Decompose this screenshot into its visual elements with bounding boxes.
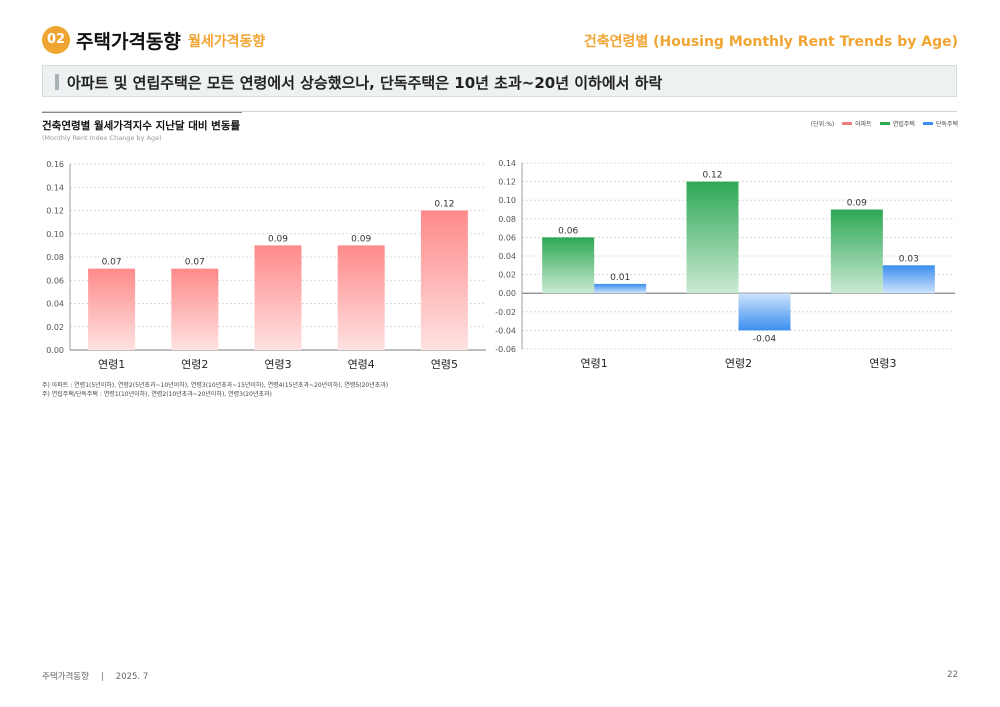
legend-swatch <box>922 122 933 125</box>
x-category-label: 연령3 <box>869 357 896 370</box>
legend-label: 연립주택 <box>892 121 915 128</box>
apartment-bar-chart: 0.00 0.02 0.04 0.06 0.08 0.10 0.12 0.14 0.16 0.07… <box>46 160 486 371</box>
y-tick-label: 0.02 <box>46 323 64 332</box>
page-number: 22 <box>947 670 958 680</box>
y-tick-label: 0.10 <box>498 196 516 205</box>
x-category-label: 연령4 <box>348 358 375 371</box>
row-detached-bar-chart: -0.06 -0.04 -0.02 0.00 0.02 0.04 0.06 0.08 0.10 0… <box>495 159 955 370</box>
chart-legend: (단위:%) 아파트 연립주택 단독주택 <box>811 119 958 128</box>
legend-swatch <box>842 122 853 125</box>
y-tick-label: 0.04 <box>498 252 516 261</box>
x-category-label: 연령2 <box>725 357 752 370</box>
bar <box>830 209 883 294</box>
page-subtitle: 월세가격동향 <box>188 34 266 50</box>
y-tick-label: 0.16 <box>46 160 64 169</box>
y-tick-label: 0.04 <box>46 300 64 309</box>
y-tick-label: 0.00 <box>46 346 64 355</box>
data-label: -0.04 <box>753 334 777 344</box>
y-tick-label: 0.12 <box>46 207 64 216</box>
footer-title: 주택가격동향 <box>42 672 89 682</box>
bar <box>171 268 219 350</box>
note-line: 주) 아파트 : 연령1(5년이하), 연령2(5년초과~10년이하), 연령3… <box>42 382 389 389</box>
y-tick-label: 0.06 <box>498 233 516 242</box>
section-title: 건축연령별 (Housing Monthly Rent Trends by Ag… <box>583 34 958 50</box>
data-label: 0.01 <box>610 273 630 283</box>
bar <box>254 245 302 350</box>
chart-subtitle: (Monthly Rent Index Change by Age) <box>42 134 162 142</box>
banner-accent-bar <box>55 74 59 90</box>
y-tick-label: 0.10 <box>46 230 64 239</box>
bar <box>88 268 136 350</box>
legend-label: 단독주택 <box>935 121 958 128</box>
y-tick-label: 0.14 <box>498 159 516 168</box>
bar <box>686 181 739 294</box>
x-category-label: 연령1 <box>98 358 125 371</box>
y-tick-label: 0.14 <box>46 183 64 192</box>
data-label: 0.09 <box>847 199 867 209</box>
y-tick-label: -0.06 <box>495 345 516 354</box>
data-label: 0.09 <box>268 234 288 244</box>
y-tick-label: -0.02 <box>495 308 516 317</box>
legend-item-apartment: 아파트 <box>842 119 872 128</box>
headline-banner: 아파트 및 연립주택은 모든 연령에서 상승했으나, 단독주택은 10년 초과~… <box>42 65 957 97</box>
x-category-label: 연령2 <box>181 358 208 371</box>
data-label: 0.03 <box>899 254 919 264</box>
data-label: 0.12 <box>702 171 722 181</box>
data-label: 0.12 <box>434 200 454 210</box>
legend-swatch <box>879 122 890 125</box>
headline-text: 아파트 및 연립주택은 모든 연령에서 상승했으나, 단독주택은 10년 초과~… <box>67 74 663 92</box>
bar <box>882 265 935 294</box>
bar <box>594 283 647 294</box>
y-tick-label: 0.00 <box>498 289 516 298</box>
bar <box>420 210 468 350</box>
data-label: 0.07 <box>185 258 205 268</box>
footer-date: 2025. 7 <box>115 672 149 682</box>
chart-title: 건축연령별 월세가격지수 지난달 대비 변동률 <box>42 120 241 132</box>
y-tick-label: 0.12 <box>498 178 516 187</box>
divider <box>42 111 957 112</box>
legend-item-row-house: 연립주택 <box>879 119 915 128</box>
bar <box>738 293 791 331</box>
x-category-label: 연령1 <box>581 357 608 370</box>
y-tick-label: 0.08 <box>498 215 516 224</box>
page-header: 02 주택가격동향 월세가격동향 건축연령별 (Housing Monthly … <box>42 26 958 56</box>
section-number-badge: 02 <box>42 26 70 54</box>
legend-unit: (단위:%) <box>810 121 835 128</box>
legend-item-detached-house: 단독주택 <box>922 119 958 128</box>
page-footer: 주택가격동향 | 2025. 7 <box>42 670 148 682</box>
note-line: 주) 연립주택/단독주택 : 연령1(10년이하), 연령2(10년초과~20년… <box>42 391 272 398</box>
footer-separator: | <box>100 672 104 682</box>
y-tick-label: -0.04 <box>495 326 516 335</box>
legend-label: 아파트 <box>855 121 872 128</box>
chart-title-underline <box>42 112 242 113</box>
y-tick-label: 0.06 <box>46 276 64 285</box>
y-tick-label: 0.08 <box>46 253 64 262</box>
x-category-label: 연령3 <box>264 358 291 371</box>
page-title: 주택가격동향 <box>76 31 181 53</box>
data-label: 0.06 <box>558 226 578 236</box>
data-label: 0.09 <box>351 234 371 244</box>
data-label: 0.07 <box>102 258 122 268</box>
x-category-label: 연령5 <box>431 358 458 371</box>
y-tick-label: 0.02 <box>498 271 516 280</box>
bar <box>542 237 595 294</box>
chart-notes: 주) 아파트 : 연령1(5년이하), 연령2(5년초과~10년이하), 연령3… <box>42 381 388 399</box>
bar <box>337 245 385 350</box>
